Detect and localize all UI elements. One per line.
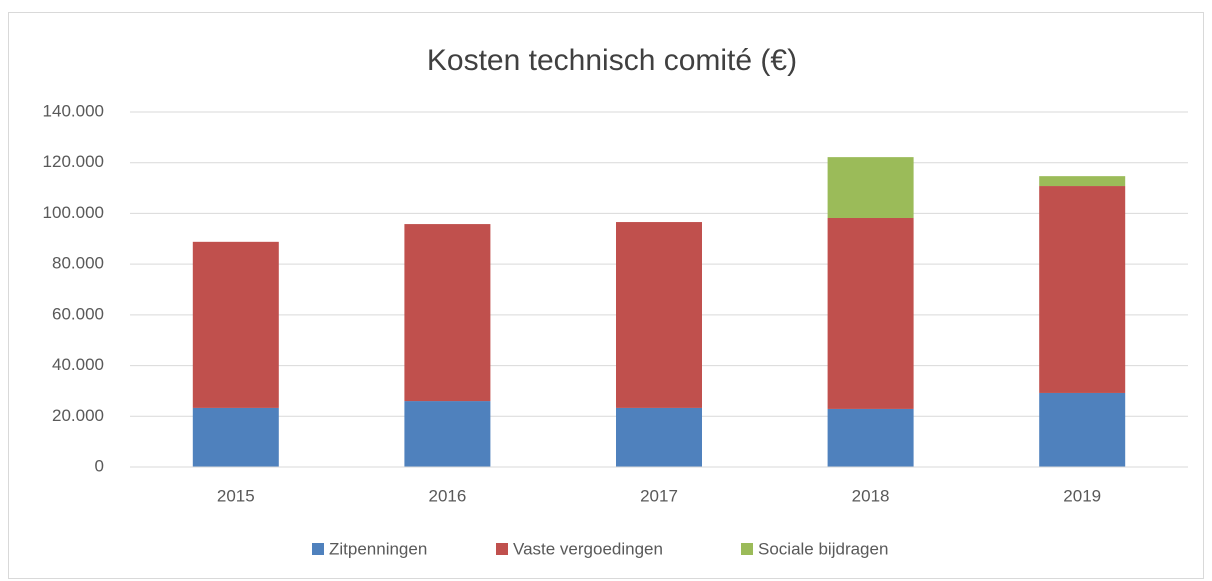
bar-segment	[616, 407, 702, 467]
legend-label: Zitpenningen	[329, 539, 427, 558]
legend-label: Vaste vergoedingen	[513, 539, 663, 558]
y-tick-label: 40.000	[52, 355, 104, 374]
x-tick-label: 2016	[428, 486, 466, 505]
bar-segment	[1039, 176, 1126, 187]
y-tick-label: 140.000	[43, 101, 104, 120]
bar-segment	[404, 401, 491, 467]
chart-title: Kosten technisch comité (€)	[427, 44, 797, 77]
bar-segment	[827, 157, 914, 218]
bar-segment	[192, 407, 279, 467]
bar-segment	[1039, 392, 1126, 467]
bar-segment	[192, 241, 279, 408]
x-tick-label: 2017	[640, 486, 678, 505]
x-tick-label: 2018	[852, 486, 890, 505]
x-tick-label: 2019	[1063, 486, 1101, 505]
bar-segment	[827, 408, 914, 467]
legend-swatch	[496, 543, 508, 555]
x-tick-label: 2015	[217, 486, 255, 505]
y-tick-label: 80.000	[52, 254, 104, 273]
y-tick-label: 20.000	[52, 406, 104, 425]
y-tick-label: 120.000	[43, 152, 104, 171]
bar-segment	[616, 222, 702, 408]
legend-label: Sociale bijdragen	[758, 539, 888, 558]
y-tick-label: 0	[95, 456, 104, 475]
bar-segment	[827, 217, 914, 409]
bar-segment	[1039, 186, 1126, 393]
chart-border	[8, 12, 1204, 579]
legend-swatch	[741, 543, 753, 555]
y-tick-label: 60.000	[52, 304, 104, 323]
y-tick-label: 100.000	[43, 203, 104, 222]
bar-segment	[404, 224, 491, 402]
legend-swatch	[312, 543, 324, 555]
